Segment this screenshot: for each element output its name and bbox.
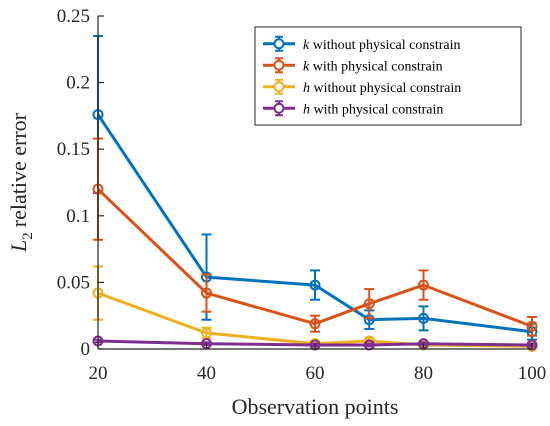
legend-item: h with physical constrain (263, 100, 443, 117)
legend: k without physical constrain k with physi… (254, 26, 522, 126)
y-axis-title-subscript: 2 (20, 232, 36, 240)
data-point (526, 320, 538, 332)
y-axis-title-symbol: L (6, 240, 31, 253)
data-point (201, 287, 212, 299)
legend-label: h with physical constrain (303, 102, 443, 117)
y-axis-title-text: relative error (6, 112, 31, 227)
x-tick-label: 20 (89, 363, 108, 384)
y-tick-label: 0.1 (66, 206, 90, 227)
legend-label: k without physical constrain (303, 38, 460, 53)
x-tick-label: 100 (518, 363, 547, 384)
x-axis-title: Observation points (232, 394, 399, 419)
error-bar (418, 269, 429, 301)
error-bar (364, 342, 375, 348)
y-tick-label: 0 (81, 339, 91, 360)
error-bar (527, 316, 537, 337)
series-2 (92, 137, 538, 337)
legend-label: k with physical constrain (303, 59, 443, 74)
data-point (309, 318, 321, 330)
axes-layer: 0 0.05 0.1 0.15 0.2 0.25 20 40 60 80 100 (57, 6, 547, 384)
data-point (418, 312, 429, 324)
error-bar (418, 305, 429, 332)
series-line (97, 339, 533, 347)
y-tick-label: 0.05 (57, 272, 90, 293)
x-tick-label: 40 (197, 363, 216, 384)
y-tick-label: 0.15 (57, 139, 90, 160)
error-bar (364, 288, 375, 320)
legend-label: h without physical constrain (303, 81, 461, 96)
data-point (201, 327, 212, 339)
error-bar (310, 269, 320, 301)
series-line (96, 113, 533, 334)
x-tick-label: 80 (414, 363, 433, 384)
y-tick-label: 0.25 (57, 6, 90, 27)
legend-item: k without physical constrain (263, 35, 460, 53)
error-bar (201, 273, 212, 313)
data-point (418, 279, 429, 291)
data-point (363, 298, 375, 310)
x-tick-label: 60 (306, 363, 325, 384)
series-line (96, 188, 533, 328)
y-axis-title: L2 relative error (6, 112, 36, 253)
legend-item: h without physical constrain (263, 78, 461, 96)
legend-item: k with physical constrain (263, 57, 443, 74)
legend-box (254, 26, 522, 126)
data-point (309, 279, 321, 291)
y-tick-label: 0.2 (66, 73, 90, 94)
